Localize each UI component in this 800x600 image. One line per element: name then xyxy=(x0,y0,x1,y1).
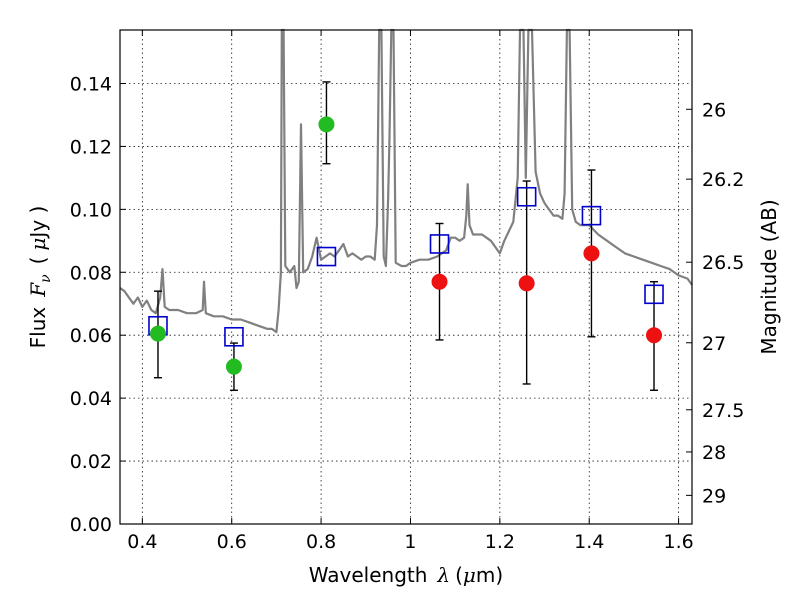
y-axis-title-symbol: F xyxy=(26,282,50,298)
y2-tick-label: 28 xyxy=(702,442,726,464)
model-square-marker xyxy=(316,246,337,267)
model-square-marker xyxy=(516,186,537,207)
y2-tick-label: 26 xyxy=(702,99,726,121)
x-axis-title-prefix: Wavelength xyxy=(309,563,428,587)
y2-tick-label: 26.2 xyxy=(702,169,744,191)
x-axis-title-unit-open: ( xyxy=(455,563,463,587)
x-tick-label: 1.2 xyxy=(485,531,515,553)
markers xyxy=(148,116,664,375)
observed-point xyxy=(318,116,335,133)
observed-point xyxy=(225,358,242,375)
spectrum xyxy=(119,28,693,334)
x-tick-label: 0.4 xyxy=(127,531,157,553)
grid xyxy=(120,30,692,524)
y-axis-title-prefix: Flux xyxy=(26,307,50,349)
y-axis-title: Flux Fν ( μJy ) xyxy=(26,206,54,349)
y-tick-label: 0.14 xyxy=(70,73,112,95)
x-tick-label: 0.8 xyxy=(306,531,336,553)
observed-point xyxy=(431,273,448,290)
y2-tick-label: 26.5 xyxy=(702,252,744,274)
model-square-marker xyxy=(644,284,664,305)
x-axis-title-symbol: λ xyxy=(436,563,450,587)
model-square-marker xyxy=(224,326,244,347)
error-bars xyxy=(153,81,659,391)
y2-tick-label: 27 xyxy=(702,333,726,355)
x-tick-label: 1.6 xyxy=(663,531,693,553)
observed-point xyxy=(583,245,600,262)
y-axis-title-unit-rest: Jy ) xyxy=(26,206,50,240)
y-tick-label: 0.08 xyxy=(70,262,112,284)
x-axis-title: Wavelength λ (μm) xyxy=(309,563,503,587)
y2-axis-title: Magnitude (AB) xyxy=(757,199,781,354)
model-square-marker xyxy=(581,205,602,226)
y2-tick-label: 27.5 xyxy=(702,400,744,422)
x-tick-label: 1.4 xyxy=(574,531,604,553)
observed-point xyxy=(646,327,663,344)
y-tick-label: 0.00 xyxy=(70,514,112,536)
y2-tick-label: 29 xyxy=(702,485,726,507)
ticks: 0.4 0.6 0.8 1 1.2 1.4 1.6 0.00 0.02 0.04 0.06 0.08 0… xyxy=(70,30,744,553)
model-square-marker xyxy=(429,234,450,254)
observed-point xyxy=(149,325,166,342)
y-tick-label: 0.06 xyxy=(70,325,112,347)
x-tick-label: 1 xyxy=(404,531,416,553)
x-axis-title-unit-mu: μ xyxy=(463,563,476,587)
y-axis-title-unit-mu: μ xyxy=(26,238,50,251)
x-tick-label: 0.6 xyxy=(217,531,247,553)
y-axis-title-unit-open: ( xyxy=(26,257,50,265)
spectrum-line xyxy=(119,28,693,334)
y-tick-label: 0.02 xyxy=(70,451,112,473)
y-tick-label: 0.04 xyxy=(70,388,112,410)
y-axis-title-sub: ν xyxy=(38,274,54,283)
y-tick-label: 0.10 xyxy=(70,199,112,221)
y-tick-label: 0.12 xyxy=(70,136,112,158)
plot-frame xyxy=(119,29,693,525)
observed-point xyxy=(518,275,535,292)
x-axis-title-unit-rest: m) xyxy=(476,563,503,587)
